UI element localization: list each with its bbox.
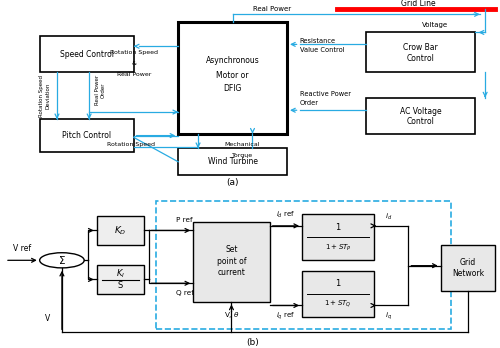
Bar xyxy=(440,245,495,291)
Text: V: V xyxy=(44,314,50,323)
Text: Torque: Torque xyxy=(232,153,253,158)
Text: V ref: V ref xyxy=(14,244,32,253)
Text: Motor or: Motor or xyxy=(216,71,249,80)
Bar xyxy=(193,222,270,302)
Text: $\Sigma$: $\Sigma$ xyxy=(58,254,66,266)
Text: S: S xyxy=(118,281,122,290)
Text: Speed Control: Speed Control xyxy=(60,50,114,59)
Bar xyxy=(178,22,287,134)
Text: $K_I$: $K_I$ xyxy=(116,268,124,280)
Text: Pitch Control: Pitch Control xyxy=(62,131,111,140)
Bar xyxy=(302,271,374,317)
Text: Wind Turbine: Wind Turbine xyxy=(208,157,258,166)
Bar xyxy=(178,148,287,175)
Text: Voltage: Voltage xyxy=(422,22,448,28)
Text: Q ref: Q ref xyxy=(176,290,194,296)
Text: Set: Set xyxy=(225,245,237,254)
Text: Asynchronous: Asynchronous xyxy=(206,56,260,65)
Text: Rotation Speed
Deviation: Rotation Speed Deviation xyxy=(39,75,50,117)
Text: $K_D$: $K_D$ xyxy=(114,224,126,237)
Text: Value Control: Value Control xyxy=(300,47,344,53)
Text: Resistance: Resistance xyxy=(300,38,336,44)
Text: Mechanical: Mechanical xyxy=(225,142,260,147)
Text: (b): (b) xyxy=(246,339,259,348)
Text: Reactive Power: Reactive Power xyxy=(300,91,350,97)
Text: current: current xyxy=(218,269,246,277)
Ellipse shape xyxy=(40,253,84,268)
Text: Order: Order xyxy=(300,100,318,106)
Text: point of: point of xyxy=(216,257,246,266)
Text: Crow Bar: Crow Bar xyxy=(404,43,438,52)
Text: AC Voltage: AC Voltage xyxy=(400,107,442,116)
Text: P ref: P ref xyxy=(176,218,192,223)
Text: 1: 1 xyxy=(336,223,340,232)
Bar xyxy=(40,119,134,152)
Text: $i_q$: $i_q$ xyxy=(385,310,392,322)
Text: Control: Control xyxy=(407,117,434,126)
Text: Real Power
Order: Real Power Order xyxy=(94,75,106,105)
Bar xyxy=(366,97,475,134)
Text: Network: Network xyxy=(452,269,484,278)
Bar xyxy=(96,216,144,245)
Text: Rotation Speed: Rotation Speed xyxy=(110,50,158,55)
Text: $i_d$: $i_d$ xyxy=(385,212,392,222)
Text: $i_q$ ref: $i_q$ ref xyxy=(276,310,295,322)
Text: 1: 1 xyxy=(336,279,340,288)
Text: $i_d$ ref: $i_d$ ref xyxy=(276,210,295,220)
Text: V, $\theta$: V, $\theta$ xyxy=(224,310,240,321)
Bar xyxy=(156,200,450,329)
Text: Real Power: Real Power xyxy=(253,6,292,12)
Text: $1 + ST_Q$: $1 + ST_Q$ xyxy=(324,299,351,309)
Text: Grid Line: Grid Line xyxy=(401,0,436,8)
Bar xyxy=(96,265,144,294)
Text: Control: Control xyxy=(407,54,434,63)
Text: DFIG: DFIG xyxy=(224,85,242,93)
Bar xyxy=(366,32,475,72)
Text: $1 + ST_P$: $1 + ST_P$ xyxy=(324,242,351,253)
Text: Real Power: Real Power xyxy=(116,72,151,77)
Text: Rotation Speed: Rotation Speed xyxy=(107,142,155,147)
Text: (a): (a) xyxy=(226,178,239,187)
Bar xyxy=(302,214,374,260)
Bar xyxy=(40,36,134,72)
Text: Grid: Grid xyxy=(460,258,476,267)
Text: &: & xyxy=(132,61,136,66)
